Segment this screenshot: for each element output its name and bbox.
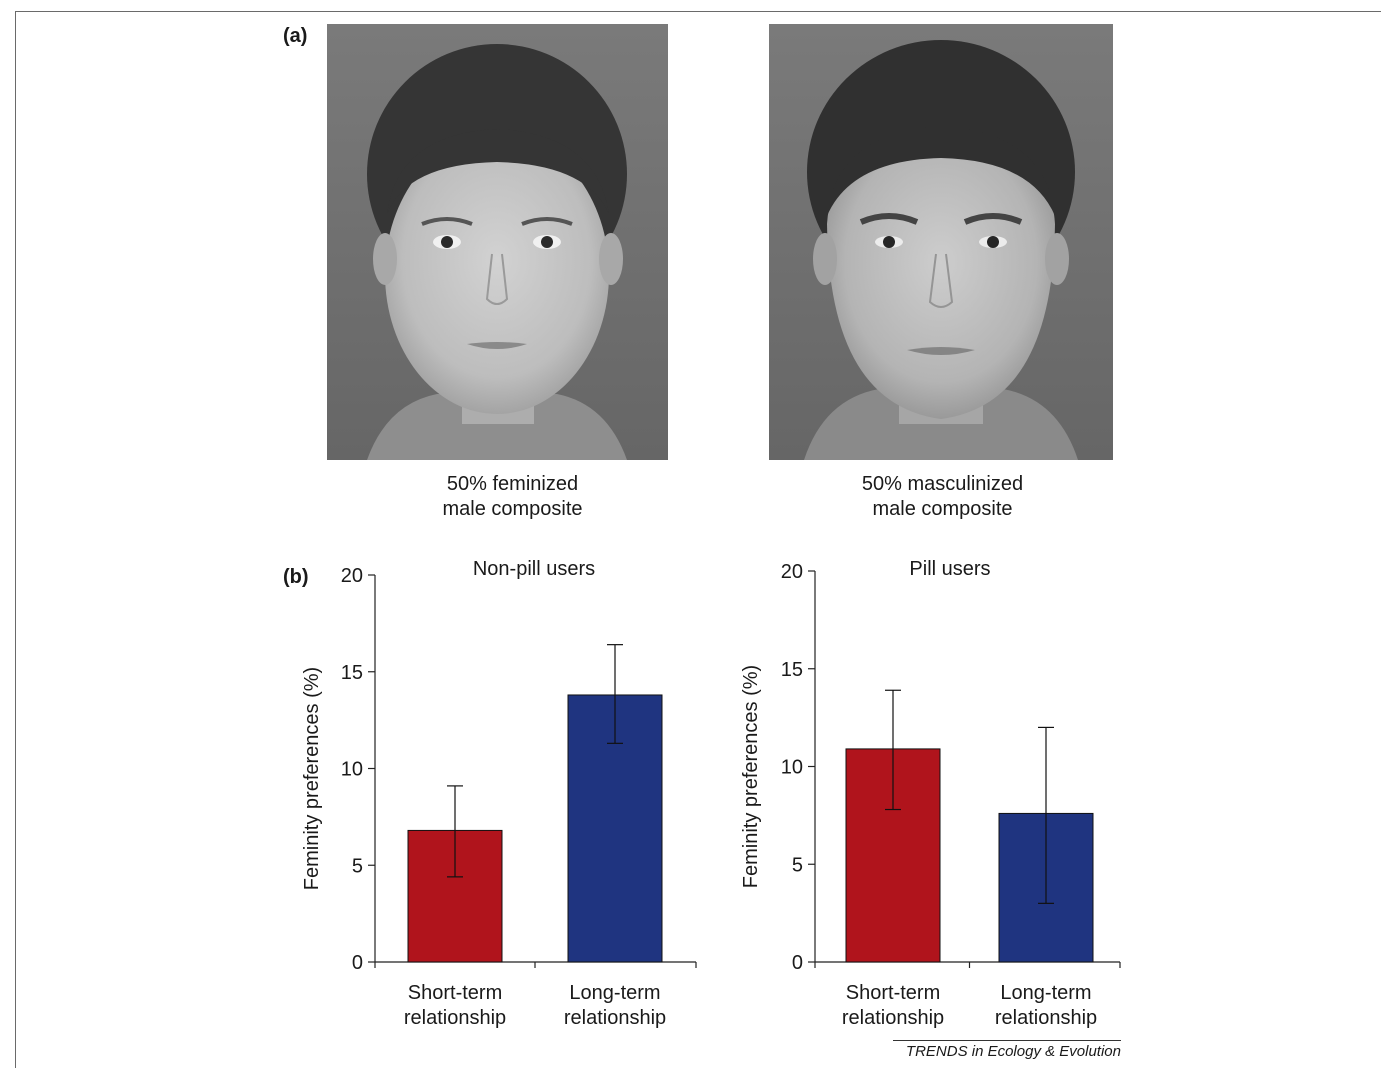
chart1-category-label-2-line2: relationship [564,1007,666,1029]
chart2-y-tick-label: 15 [781,659,803,681]
chart2-title: Pill users [909,558,990,580]
chart1-y-tick-label: 20 [341,565,363,587]
chart2-category-label-2-line2: relationship [995,1007,1097,1029]
feminized-caption-line1: 50% feminized [446,473,579,495]
chart2-category-label-1-line1: Short-term [846,982,940,1004]
masculinized-face-image [769,24,1113,460]
chart2-y-tick-label: 5 [792,854,803,876]
chart2-y-tick-label: 0 [792,952,803,974]
chart1-y-tick-label: 5 [352,855,363,877]
chart1-y-axis-label: Feminity preferences (%) [301,667,323,890]
chart2-category-label-1-line2: relationship [842,1007,944,1029]
feminized-caption: 50% feminized male composite [327,472,698,522]
chart1-y-tick-label: 0 [352,952,363,974]
chart1-category-label-1-line2: relationship [404,1007,506,1029]
chart2-y-tick-label: 20 [781,561,803,583]
masculinized-caption: 50% masculinized male composite [757,472,1128,522]
panel-a-label: (a) [283,25,308,47]
masculinized-caption-line1: 50% masculinized [861,473,1024,495]
chart1-category-label-1-line1: Short-term [408,982,502,1004]
chart2-category-label-2-line1: Long-term [1000,982,1091,1004]
feminized-caption-line2: male composite [442,498,583,520]
chart1-title: Non-pill users [473,558,595,580]
frame-top-rule [15,11,1381,12]
chart1-y-tick-label: 15 [341,662,363,684]
journal-credit: TRENDS in Ecology & Evolution [905,1043,1121,1060]
chart1-y-tick-label: 10 [341,759,363,781]
credit-rule [893,1040,1121,1041]
chart2-y-axis-label: Feminity preferences (%) [740,665,762,888]
masculinized-caption-line2: male composite [872,498,1013,520]
chart2-y-tick-label: 10 [781,757,803,779]
chart1-category-label-2-line1: Long-term [569,982,660,1004]
panel-b-label: (b) [283,566,309,588]
feminized-face-image [327,24,668,460]
frame-left-rule [15,11,16,1068]
